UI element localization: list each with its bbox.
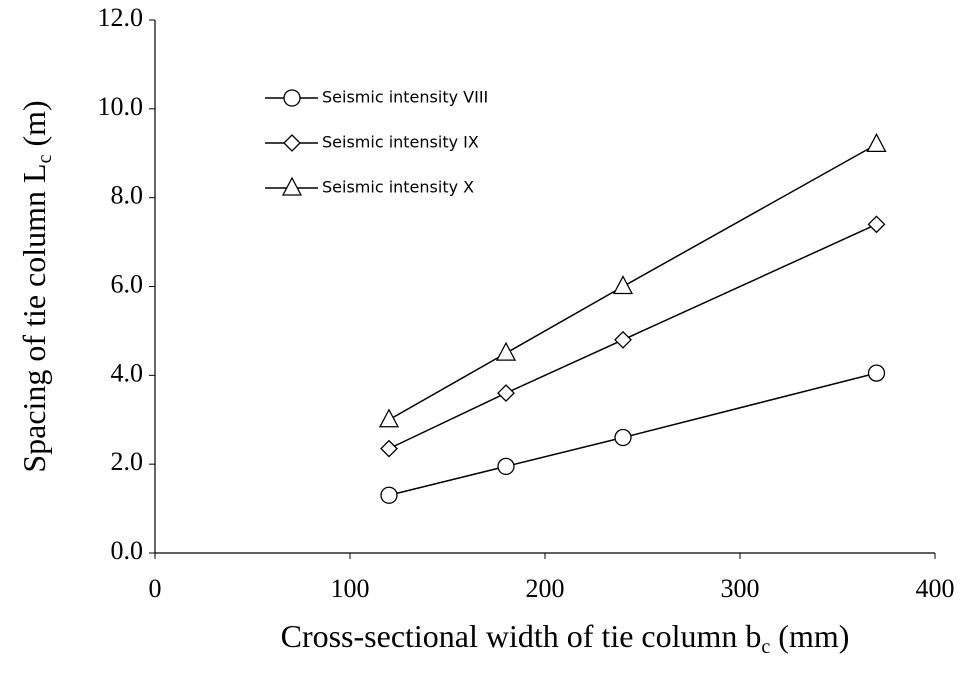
marker: [866, 132, 887, 153]
marker: [612, 275, 634, 295]
y-axis-label: Spacing of tie column Lc (m): [16, 100, 55, 472]
y-tick-label: 12.0: [98, 3, 144, 32]
x-tick-label: 300: [721, 574, 760, 603]
x-axis-label-unit: (mm): [770, 618, 849, 654]
y-tick-label: 8.0: [111, 181, 144, 210]
marker: [867, 364, 886, 382]
x-tick-label: 400: [916, 574, 955, 603]
x-axis-label-text: Cross-sectional width of tie column b: [281, 618, 762, 654]
x-axis-label: Cross-sectional width of tie column bc (…: [281, 618, 850, 657]
marker: [283, 89, 301, 107]
y-tick-label: 10.0: [98, 92, 144, 121]
y-tick-label: 6.0: [111, 269, 144, 298]
y-tick-label: 2.0: [111, 447, 144, 476]
y-tick-label: 0.0: [111, 536, 144, 565]
y-axis-label-unit: (m): [16, 100, 52, 154]
marker: [614, 428, 632, 447]
series-line: [388, 372, 877, 496]
legend-label: Seismic intensity VIII: [322, 88, 488, 107]
x-tick-label: 0: [149, 574, 162, 603]
marker: [867, 215, 886, 234]
y-tick-label: 4.0: [111, 358, 144, 387]
marker: [283, 134, 301, 152]
y-axis-label-sub: c: [34, 154, 56, 163]
series-line: [388, 223, 877, 450]
x-axis-label-sub: c: [761, 636, 770, 658]
marker: [281, 176, 303, 196]
legend-label: Seismic intensity X: [322, 178, 474, 197]
marker: [380, 439, 398, 458]
legend-label: Seismic intensity IX: [322, 133, 479, 152]
marker: [497, 457, 515, 476]
marker: [380, 486, 398, 504]
marker: [497, 384, 515, 403]
y-axis-label-text: Spacing of tie column L: [16, 163, 52, 472]
marker: [495, 341, 517, 361]
series-line: [388, 143, 877, 421]
x-tick-label: 100: [331, 574, 370, 603]
marker: [378, 408, 400, 428]
marker: [614, 330, 632, 349]
x-tick-label: 200: [526, 574, 565, 603]
